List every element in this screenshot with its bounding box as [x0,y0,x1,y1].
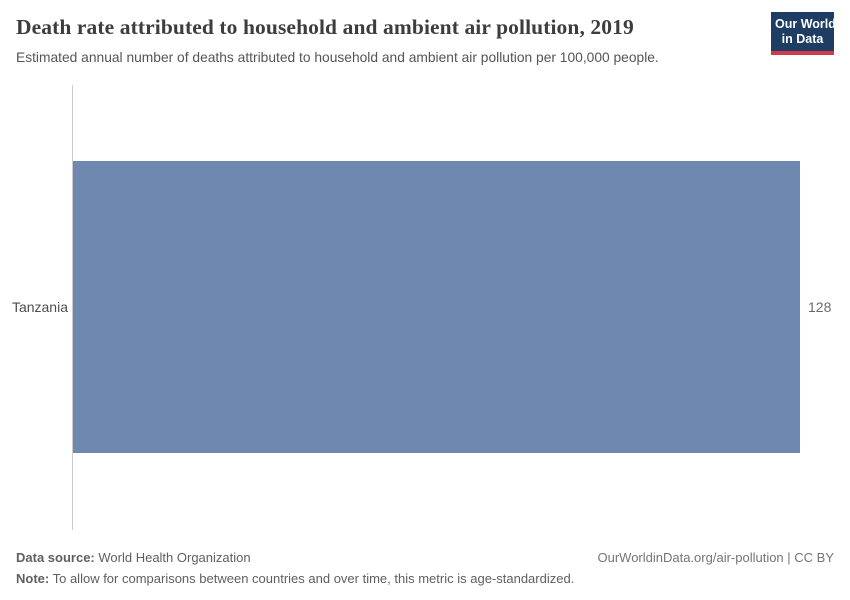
page-title: Death rate attributed to household and a… [16,15,634,39]
note-value: To allow for comparisons between countri… [52,571,575,586]
entity-label-tanzania: Tanzania [11,299,68,315]
chart-footer: Data source: World Health Organization O… [16,548,834,589]
owid-logo-text-line2: in Data [781,32,824,46]
data-source-value: World Health Organization [98,550,251,565]
data-source-label: Data source: [16,550,95,565]
citation-link[interactable]: OurWorldinData.org/air-pollution | CC BY [597,550,834,565]
owid-logo-text-line1: Our World [775,17,836,31]
note-line: Note: To allow for comparisons between c… [16,569,834,589]
note-label: Note: [16,571,50,586]
y-axis-line [72,85,73,530]
owid-logo[interactable]: Our World in Data [771,12,836,55]
bar-tanzania[interactable] [73,161,800,453]
data-source-line: Data source: World Health Organization O… [16,548,834,568]
chart-subtitle: Estimated annual number of deaths attrib… [16,50,659,65]
bar-value-label: 128 [808,299,832,315]
